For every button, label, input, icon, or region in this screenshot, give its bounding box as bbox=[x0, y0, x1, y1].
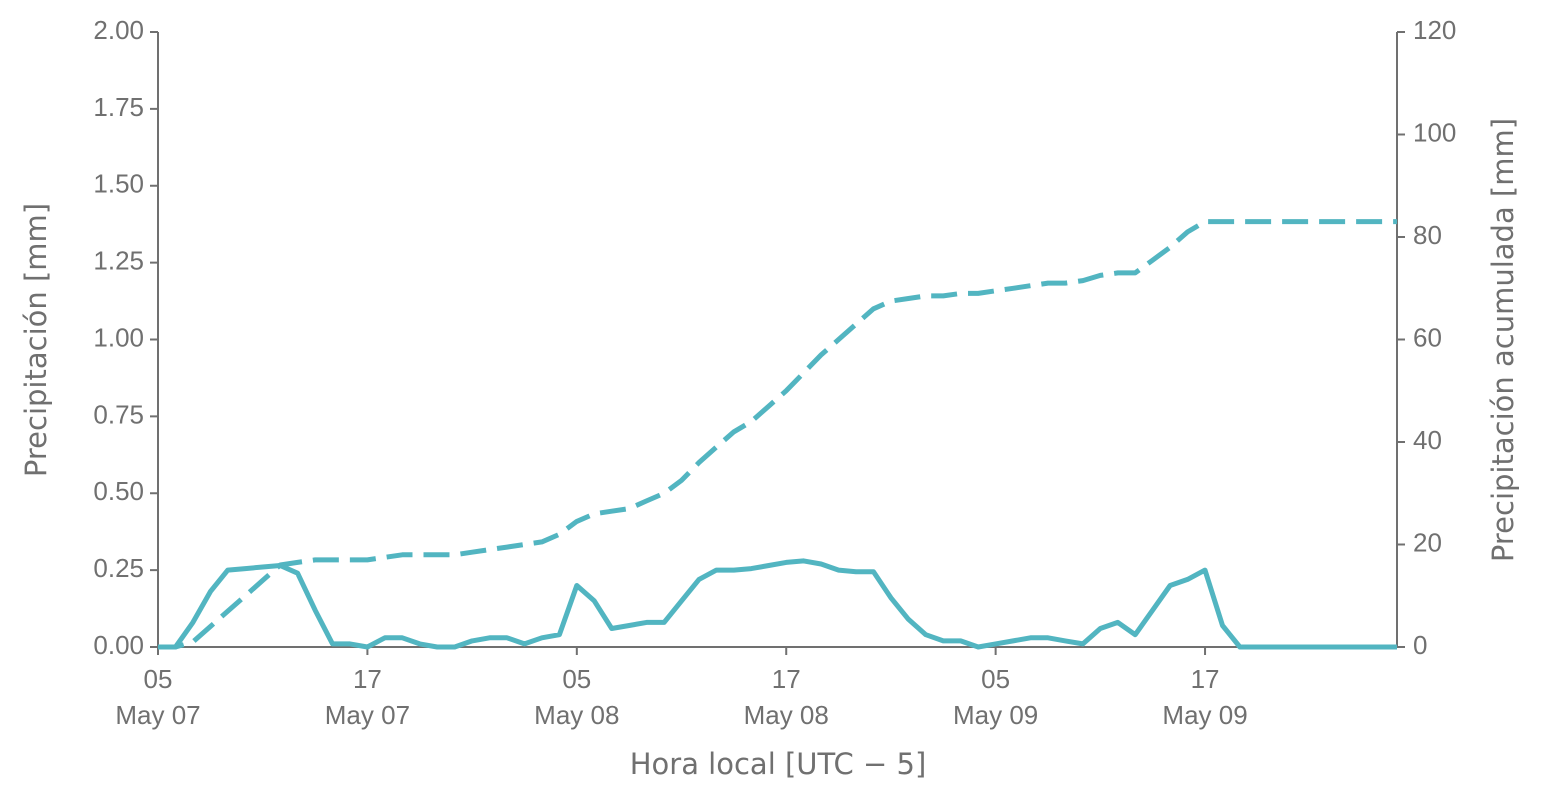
y-tick-label: 1.50 bbox=[93, 169, 144, 199]
y2-tick-label: 20 bbox=[1413, 527, 1442, 557]
y2-tick-label: 60 bbox=[1413, 322, 1442, 352]
y-axis-label: Precipitación [mm] bbox=[19, 203, 53, 477]
y-tick-label: 1.25 bbox=[93, 246, 144, 276]
x-tick-label: May 08 bbox=[744, 700, 829, 730]
y2-tick-label: 120 bbox=[1413, 15, 1456, 45]
x-tick-label: 17 bbox=[353, 664, 382, 694]
y2-tick-label: 0 bbox=[1413, 630, 1427, 660]
x-tick-label: May 08 bbox=[534, 700, 619, 730]
x-tick-label: May 09 bbox=[1162, 700, 1247, 730]
y2-tick-label: 40 bbox=[1413, 425, 1442, 455]
y2-tick-label: 100 bbox=[1413, 117, 1456, 147]
x-tick-label: May 07 bbox=[115, 700, 200, 730]
line-series bbox=[158, 219, 1397, 650]
x-tick-label: 05 bbox=[144, 664, 173, 694]
y2-axis-label: Precipitación acumulada [mm] bbox=[1486, 118, 1520, 562]
y-tick-label: 1.00 bbox=[93, 322, 144, 352]
x-tick-label: May 07 bbox=[325, 700, 410, 730]
x-tick-label: 17 bbox=[772, 664, 801, 694]
x-tick-label: 17 bbox=[1191, 664, 1220, 694]
x-tick-label: May 09 bbox=[953, 700, 1038, 730]
y-tick-label: 2.00 bbox=[93, 15, 144, 45]
x-tick-label: 05 bbox=[562, 664, 591, 694]
line-series bbox=[158, 558, 1397, 650]
y-tick-label: 0.00 bbox=[93, 630, 144, 660]
x-tick-label: 05 bbox=[981, 664, 1010, 694]
y-tick-label: 1.75 bbox=[93, 92, 144, 122]
x-axis-label: Hora local [UTC − 5] bbox=[630, 747, 927, 781]
y-tick-label: 0.50 bbox=[93, 476, 144, 506]
y-tick-label: 0.25 bbox=[93, 553, 144, 583]
y-tick-label: 0.75 bbox=[93, 399, 144, 429]
y2-tick-label: 80 bbox=[1413, 220, 1442, 250]
